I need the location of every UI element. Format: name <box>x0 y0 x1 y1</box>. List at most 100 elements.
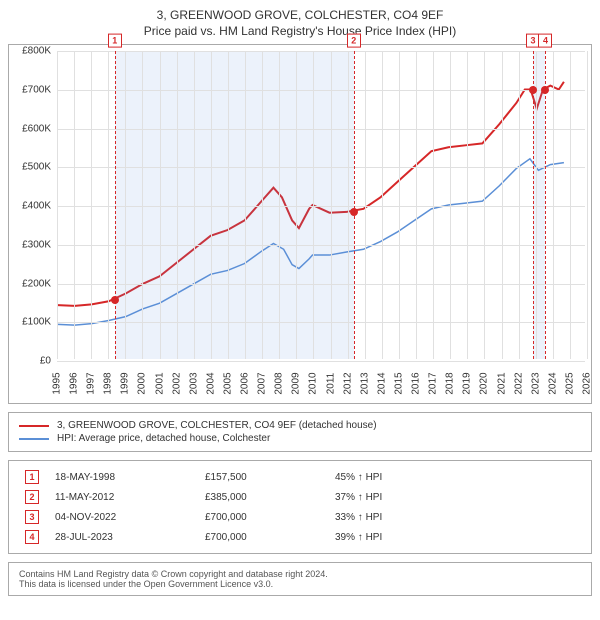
x-axis-label: 1996 <box>69 369 80 399</box>
event-row: 118-MAY-1998£157,50045% ↑ HPI <box>19 467 581 487</box>
gridline-h <box>57 51 585 52</box>
chart-title-address: 3, GREENWOOD GROVE, COLCHESTER, CO4 9EF <box>8 8 592 22</box>
gridline-v <box>416 51 417 359</box>
x-axis-label: 1997 <box>86 369 97 399</box>
x-axis-label: 2006 <box>240 369 251 399</box>
chart-title-block: 3, GREENWOOD GROVE, COLCHESTER, CO4 9EF … <box>8 8 592 38</box>
event-line <box>115 51 116 359</box>
gridline-h <box>57 284 585 285</box>
y-axis-label: £600K <box>7 123 51 134</box>
gridline-h <box>57 322 585 323</box>
x-axis-label: 2014 <box>376 369 387 399</box>
event-number: 3 <box>25 510 39 524</box>
gridline-v <box>91 51 92 359</box>
x-axis-label: 2016 <box>411 369 422 399</box>
gridline-v <box>177 51 178 359</box>
y-axis-label: £400K <box>7 201 51 212</box>
x-axis-label: 2009 <box>291 369 302 399</box>
gridline-v <box>587 51 588 359</box>
x-axis-label: 2018 <box>445 369 456 399</box>
x-axis-label: 2025 <box>564 369 575 399</box>
x-axis-label: 2003 <box>188 369 199 399</box>
x-axis-label: 2002 <box>171 369 182 399</box>
gridline-v <box>313 51 314 359</box>
x-axis-label: 1998 <box>103 369 114 399</box>
gridline-v <box>382 51 383 359</box>
event-pct: 39% ↑ HPI <box>329 527 581 547</box>
event-line <box>545 51 546 359</box>
gridline-v <box>108 51 109 359</box>
footer-box: Contains HM Land Registry data © Crown c… <box>8 562 592 596</box>
x-axis-label: 2015 <box>393 369 404 399</box>
gridline-h <box>57 206 585 207</box>
gridline-h <box>57 90 585 91</box>
gridline-v <box>331 51 332 359</box>
gridline-h <box>57 167 585 168</box>
x-axis-label: 2008 <box>274 369 285 399</box>
x-axis-label: 2001 <box>154 369 165 399</box>
x-axis-label: 2020 <box>479 369 490 399</box>
chart-title-subtitle: Price paid vs. HM Land Registry's House … <box>8 24 592 38</box>
gridline-v <box>160 51 161 359</box>
gridline-v <box>74 51 75 359</box>
legend-label: HPI: Average price, detached house, Colc… <box>57 433 270 444</box>
legend-swatch <box>19 438 49 440</box>
events-table: 118-MAY-1998£157,50045% ↑ HPI211-MAY-201… <box>8 460 592 554</box>
gridline-v <box>296 51 297 359</box>
x-axis-label: 2011 <box>325 369 336 399</box>
x-axis-label: 2017 <box>428 369 439 399</box>
gridline-v <box>142 51 143 359</box>
gridline-v <box>502 51 503 359</box>
chart-container: 1234 £0 £100K £200K £300K £400K £500K £600K £70… <box>8 44 592 404</box>
event-line <box>354 51 355 359</box>
y-axis-label: £700K <box>7 84 51 95</box>
event-price: £700,000 <box>199 527 329 547</box>
event-line <box>533 51 534 359</box>
x-axis-label: 2005 <box>222 369 233 399</box>
gridline-v <box>433 51 434 359</box>
event-date: 18-MAY-1998 <box>49 467 199 487</box>
y-axis-label: £500K <box>7 162 51 173</box>
event-row: 211-MAY-2012£385,00037% ↑ HPI <box>19 487 581 507</box>
event-row: 3 04-NOV-2022£700,00033% ↑ HPI <box>19 507 581 527</box>
y-axis-label: £200K <box>7 278 51 289</box>
gridline-v <box>399 51 400 359</box>
x-axis-label: 2023 <box>530 369 541 399</box>
event-row: 428-JUL-2023£700,00039% ↑ HPI <box>19 527 581 547</box>
footer-line: Contains HM Land Registry data © Crown c… <box>19 569 581 579</box>
gridline-v <box>467 51 468 359</box>
legend-box: 3, GREENWOOD GROVE, COLCHESTER, CO4 9EF … <box>8 412 592 452</box>
y-axis-label: £100K <box>7 317 51 328</box>
gridline-v <box>484 51 485 359</box>
event-number: 2 <box>25 490 39 504</box>
event-tag: 2 <box>347 34 361 48</box>
x-axis-label: 2022 <box>513 369 524 399</box>
event-date: 28-JUL-2023 <box>49 527 199 547</box>
gridline-v <box>245 51 246 359</box>
x-axis-label: 2024 <box>547 369 558 399</box>
gridline-v <box>262 51 263 359</box>
gridline-h <box>57 129 585 130</box>
gridline-v <box>194 51 195 359</box>
y-axis-label: £0 <box>7 356 51 367</box>
y-axis-label: £300K <box>7 239 51 250</box>
plot-area: 1234 <box>57 51 585 359</box>
event-marker <box>541 86 549 94</box>
event-pct: 33% ↑ HPI <box>329 507 581 527</box>
gridline-v <box>211 51 212 359</box>
events-table-inner: 118-MAY-1998£157,50045% ↑ HPI211-MAY-201… <box>19 467 581 547</box>
event-pct: 37% ↑ HPI <box>329 487 581 507</box>
gridline-v <box>125 51 126 359</box>
gridline-v <box>519 51 520 359</box>
event-tag: 1 <box>108 34 122 48</box>
gridline-h <box>57 245 585 246</box>
gridline-v <box>57 51 58 359</box>
gridline-v <box>228 51 229 359</box>
event-price: £700,000 <box>199 507 329 527</box>
event-date: 04-NOV-2022 <box>49 507 199 527</box>
shaded-range <box>115 51 354 359</box>
event-pct: 45% ↑ HPI <box>329 467 581 487</box>
gridline-v <box>450 51 451 359</box>
gridline-h <box>57 361 585 362</box>
event-price: £385,000 <box>199 487 329 507</box>
